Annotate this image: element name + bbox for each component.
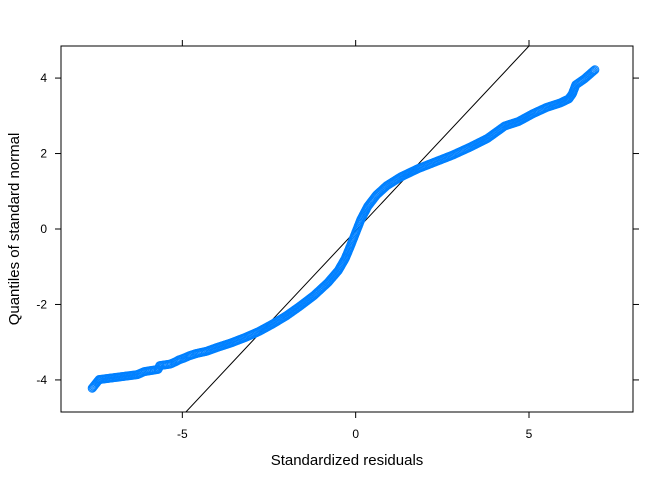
x-tick-label: 5 (526, 427, 533, 441)
data-point (587, 67, 597, 77)
y-tick-label: 2 (40, 147, 47, 161)
data-point (589, 66, 599, 76)
x-tick-label: 0 (352, 427, 359, 441)
data-point (588, 66, 598, 76)
y-axis-title: Quantiles of standard normal (6, 133, 23, 326)
y-tick-label: 0 (40, 222, 47, 236)
plot-frame (60, 45, 634, 413)
reference-line (185, 46, 530, 412)
x-tick-label: -5 (177, 427, 188, 441)
y-tick-label: -4 (36, 373, 47, 387)
y-tick-label: 4 (40, 71, 47, 85)
y-tick-label: -2 (36, 297, 47, 311)
x-axis-title: Standardized residuals (271, 452, 424, 469)
data-point (590, 65, 600, 75)
